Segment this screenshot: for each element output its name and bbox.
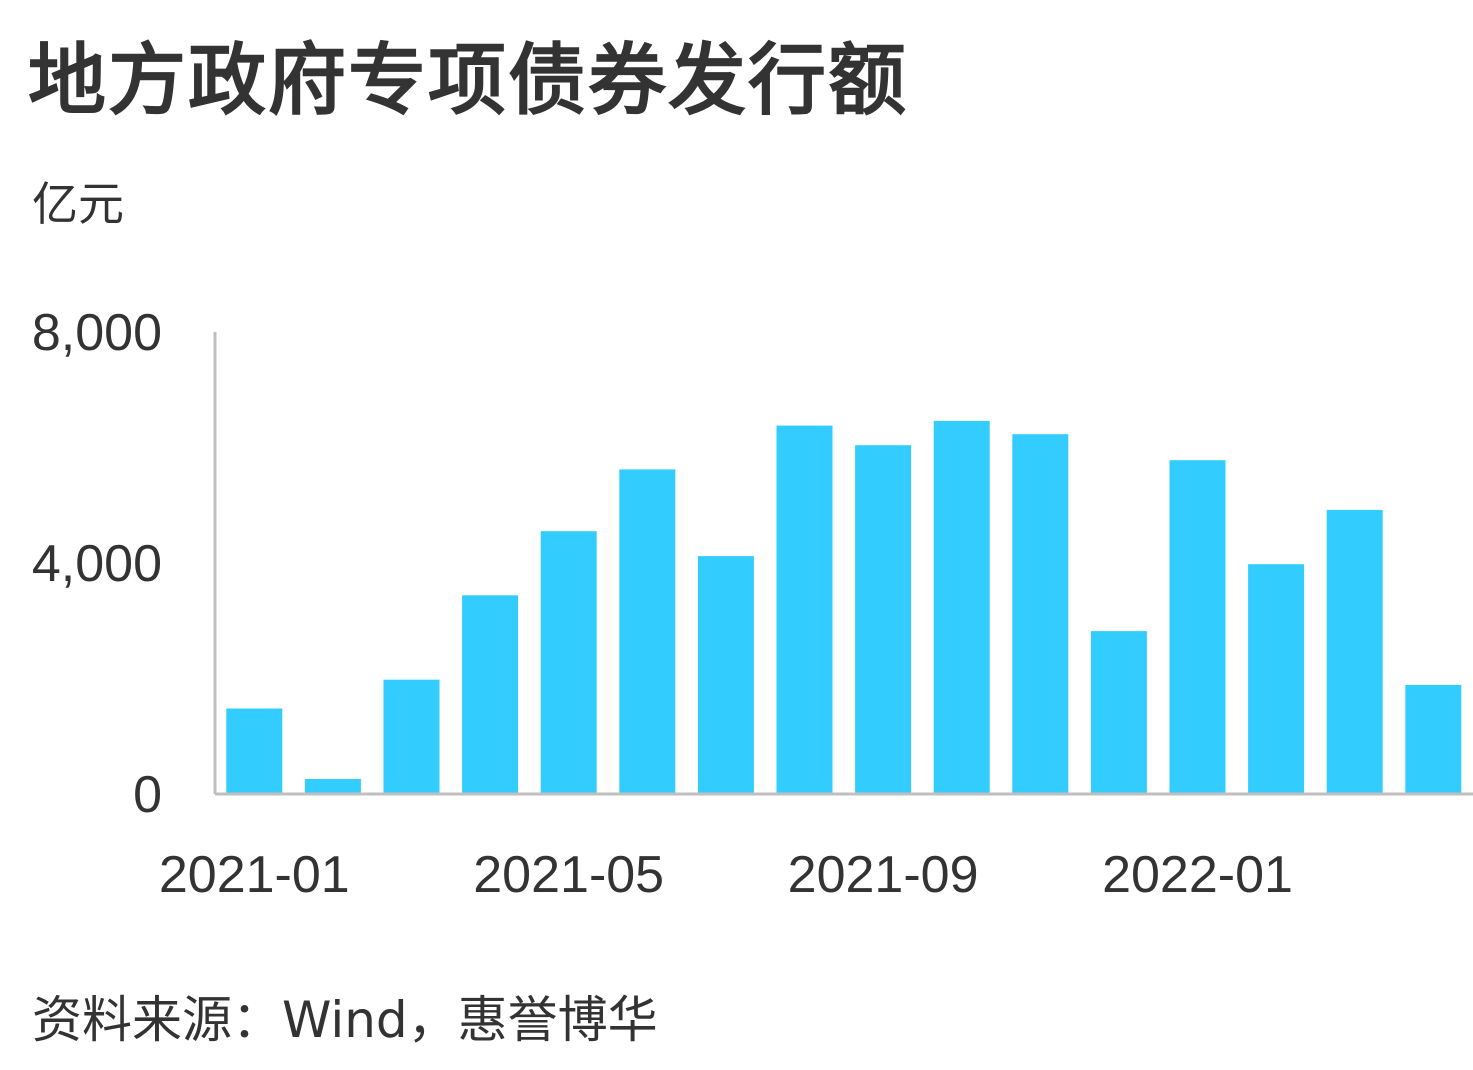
y-tick-label: 0	[133, 766, 162, 824]
source-note: 资料来源：Wind，惠誉博华	[32, 991, 658, 1049]
x-tick-labels: 2021-01 2021-05 2021-09 2022-01	[159, 846, 1293, 904]
bar-2021-07	[697, 556, 754, 794]
bar-2021-03	[383, 679, 440, 794]
bars-group	[226, 420, 1462, 794]
bar-2022-02	[1248, 564, 1305, 794]
bar-2022-01	[1169, 460, 1226, 794]
bar-2021-11	[1012, 434, 1069, 794]
bar-2021-04	[462, 595, 519, 794]
bar-2021-06	[619, 469, 676, 794]
y-tick-label: 4,000	[32, 535, 162, 593]
bar-2021-02	[304, 779, 361, 794]
bar-2022-03	[1326, 509, 1383, 794]
bar-2021-12	[1090, 631, 1147, 794]
x-tick-label: 2022-01	[1102, 846, 1293, 904]
x-tick-label: 2021-01	[159, 846, 350, 904]
y-tick-label: 8,000	[32, 304, 162, 362]
x-tick-label: 2021-09	[788, 846, 979, 904]
y-tick-labels: 0 4,000 8,000	[32, 304, 162, 824]
x-tick-label: 2021-05	[473, 846, 664, 904]
bar-2021-01	[226, 708, 283, 794]
bar-2021-05	[540, 531, 597, 794]
bar-2021-09	[855, 445, 912, 794]
chart-title: 地方政府专项债券发行额	[28, 36, 909, 126]
bar-2021-08	[776, 425, 833, 794]
y-axis-unit-label: 亿元	[32, 177, 124, 231]
bar-2022-04	[1405, 684, 1462, 794]
bar-2021-10	[933, 420, 990, 794]
